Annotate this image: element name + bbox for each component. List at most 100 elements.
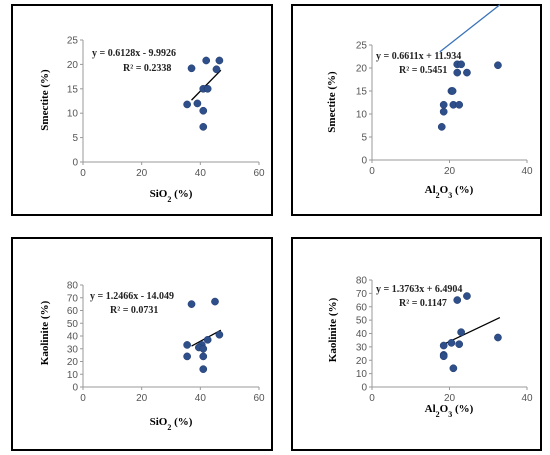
chart-3-y-tick-label: 10: [67, 370, 79, 381]
chart-3-data-point: [211, 297, 219, 306]
chart-4-data-point: [447, 339, 456, 347]
chart-4-y-tick-label: 70: [356, 289, 368, 300]
chart-1-equation: y = 0.6128x - 9.9926: [92, 48, 176, 59]
chart-2-data-point: [457, 60, 465, 69]
chart-4-data-point: [457, 328, 465, 337]
chart-2-equation: y = 0.6611x + 11.934: [376, 51, 461, 62]
chart-2-y-tick-label: 20: [356, 64, 368, 75]
chart-1-y-tick-label: 10: [67, 109, 79, 120]
chart-1-x-tick-label: 20: [136, 168, 148, 179]
chart-4-x-tick-label: 0: [369, 393, 375, 404]
chart-1-y-axis-title: Smectite (%): [39, 69, 51, 131]
chart-2-y-tick-label: 15: [356, 87, 368, 98]
chart-4-y-tick-label: 60: [356, 302, 368, 313]
chart-2-x-tick-label: 20: [444, 166, 456, 177]
chart-4-data-point: [494, 333, 502, 342]
chart-3-equation: y = 1.2466x - 14.049: [90, 291, 174, 302]
chart-3-y-tick-label: 60: [67, 306, 79, 317]
chart-1-frame: [11, 4, 273, 216]
chart-2-y-tick-label: 25: [356, 41, 368, 52]
chart-1-data-point: [203, 84, 212, 93]
chart-4-y-tick-label: 20: [356, 356, 368, 367]
chart-4-y-axis-title: Kaolinite (%): [327, 297, 339, 362]
chart-3-data-point: [187, 300, 196, 308]
chart-3-y-tick-label: 30: [67, 344, 79, 355]
chart-1-data-point: [212, 65, 221, 74]
chart-4-data-point: [439, 341, 448, 350]
chart-2-data-point: [437, 123, 446, 131]
chart-4-y-tick-label: 30: [356, 342, 368, 353]
chart-1-y-tick-label: 15: [67, 84, 79, 95]
chart-2-x-axis-title: Al2O3 (%): [425, 184, 474, 200]
chart-3-x-axis-title: SiO2 (%): [150, 416, 193, 432]
chart-4-y-tick-label: 40: [356, 329, 368, 340]
chart-1-data-point: [193, 99, 202, 108]
chart-1-r-squared: R² = 0.2338: [123, 63, 171, 74]
chart-4-equation: y = 1.3763x + 6.4904: [376, 284, 462, 295]
chart-3-frame: [11, 237, 273, 451]
chart-2-data-point: [455, 100, 464, 109]
chart-3-y-tick-label: 0: [72, 383, 78, 394]
chart-1-x-tick-label: 0: [80, 168, 86, 179]
chart-3-data-point: [183, 352, 191, 361]
chart-3-data-point: [203, 335, 212, 344]
chart-2-data-point: [463, 68, 471, 77]
chart-4-y-tick-label: 50: [356, 316, 368, 327]
chart-1-data-point: [187, 64, 196, 73]
chart-1-x-tick-label: 60: [253, 168, 265, 179]
chart-1-data-point: [199, 106, 208, 115]
chart-2-y-tick-label: 10: [356, 110, 368, 121]
chart-2-r-squared: R² = 0.5451: [399, 65, 447, 76]
chart-1-y-tick-label: 20: [67, 60, 79, 71]
chart-4-x-tick-label: 40: [521, 393, 533, 404]
chart-4-data-point: [455, 340, 464, 349]
chart-3-y-tick-label: 50: [67, 319, 79, 330]
chart-2-y-axis-title: Smectite (%): [326, 71, 338, 133]
chart-2-data-point: [448, 87, 457, 95]
chart-2-data-point: [453, 68, 462, 77]
chart-2-trendline: [439, 4, 501, 53]
chart-1-data-point: [202, 56, 211, 65]
chart-4-y-tick-label: 80: [356, 276, 368, 287]
chart-3-y-tick-label: 20: [67, 357, 79, 368]
chart-3-x-tick-label: 40: [195, 393, 207, 404]
chart-3-data-point: [199, 344, 208, 353]
chart-4-data-point: [449, 364, 458, 373]
chart-1-x-tick-label: 40: [195, 168, 207, 179]
chart-3-x-tick-label: 60: [253, 393, 265, 404]
chart-4-data-point: [463, 292, 471, 300]
chart-1-data-point: [199, 123, 208, 131]
chart-1-x-axis-title: SiO2 (%): [150, 188, 193, 204]
chart-3-r-squared: R² = 0.0731: [110, 305, 158, 316]
chart-3-y-tick-label: 70: [67, 293, 79, 304]
chart-4-data-point: [453, 296, 462, 304]
chart-2-y-tick-label: 5: [361, 133, 367, 144]
chart-3-data-point: [199, 352, 208, 361]
chart-2-data-point: [494, 61, 502, 70]
chart-4-y-tick-label: 0: [361, 383, 367, 394]
chart-2-data-point: [439, 107, 448, 116]
chart-2-x-tick-label: 40: [521, 166, 533, 177]
chart-2-data-point: [439, 100, 448, 109]
chart-2-y-tick-label: 0: [361, 156, 367, 167]
chart-4-frame: [291, 237, 542, 451]
chart-4-x-tick-label: 20: [444, 393, 456, 404]
chart-1-y-tick-label: 0: [72, 158, 78, 169]
chart-4-y-tick-label: 10: [356, 369, 368, 380]
chart-4-data-point: [439, 352, 448, 361]
chart-3-x-tick-label: 20: [136, 393, 148, 404]
chart-3-y-tick-label: 40: [67, 332, 79, 343]
chart-1-trendline: [191, 69, 222, 101]
chart-1-data-point: [183, 100, 191, 109]
chart-1-y-tick-label: 5: [72, 133, 78, 144]
chart-3-data-point: [199, 365, 208, 373]
chart-3-data-point: [183, 341, 191, 349]
chart-2-x-tick-label: 0: [369, 166, 375, 177]
chart-3-y-tick-label: 80: [67, 281, 79, 292]
chart-3-x-tick-label: 0: [80, 393, 86, 404]
chart-1-data-point: [215, 56, 224, 65]
chart-4-r-squared: R² = 0.1147: [399, 298, 447, 309]
chart-2-frame: [291, 4, 542, 216]
chart-3-y-axis-title: Kaolinite (%): [39, 300, 51, 365]
